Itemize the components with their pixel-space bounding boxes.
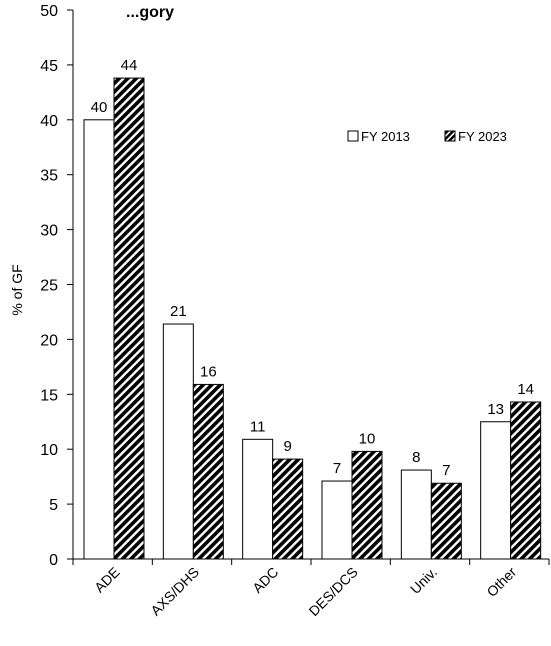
data-label: 16 [200,363,217,380]
y-tick-label: 50 [40,3,58,20]
x-tick-label: Other [483,564,519,600]
data-label: 44 [121,57,138,74]
bar [192,383,224,560]
bar [272,458,304,560]
x-tick-label: AXS/DHS [147,564,202,619]
y-tick-label: 30 [40,223,58,240]
legend-swatch-fy2023 [444,130,456,142]
y-tick-label: 5 [49,497,58,514]
y-tick-label: 45 [40,58,58,75]
legend-swatch-fy2013 [347,130,359,142]
legend-label-fy2023: FY 2023 [458,129,507,144]
bar [351,450,383,560]
plot-area: 0 5 10 15 20 25 30 35 40 45 50 ADE AXS/DHS ADC DES/DCS… [40,3,550,619]
data-label: 40 [91,99,108,116]
bar [430,482,462,560]
data-label: 9 [283,438,291,455]
data-label: 10 [359,430,376,447]
data-label: 13 [487,401,504,418]
data-label: 8 [412,449,420,466]
legend: FY 2013 FY 2023 [347,129,507,144]
data-label: 7 [442,462,450,479]
y-tick-label: 10 [40,442,58,459]
y-tick-label: 25 [40,278,58,295]
data-label: 11 [250,418,266,435]
x-tick-label: ADE [91,564,123,596]
x-tick-label: DES/DCS [305,564,360,619]
bar [83,119,115,560]
y-tick-label: 15 [40,387,58,404]
data-label: 21 [170,303,187,320]
x-tick-label: Univ. [407,564,440,597]
x-tick-label: ADC [249,564,281,596]
bar [242,438,274,560]
data-label: 7 [333,460,341,477]
y-tick-label: 35 [40,168,58,185]
y-tick-label: 40 [40,113,58,130]
y-tick-label: 20 [40,332,58,349]
bar [113,77,145,560]
y-axis-label: % of GF [9,264,25,315]
bar [400,469,432,560]
chart-title: ...gory [126,4,174,21]
bar [162,323,194,560]
bar [480,421,512,560]
y-tick-label: 0 [49,552,58,569]
data-label: 14 [517,381,534,398]
bar [510,401,542,560]
bar [321,480,353,560]
legend-label-fy2013: FY 2013 [361,129,410,144]
